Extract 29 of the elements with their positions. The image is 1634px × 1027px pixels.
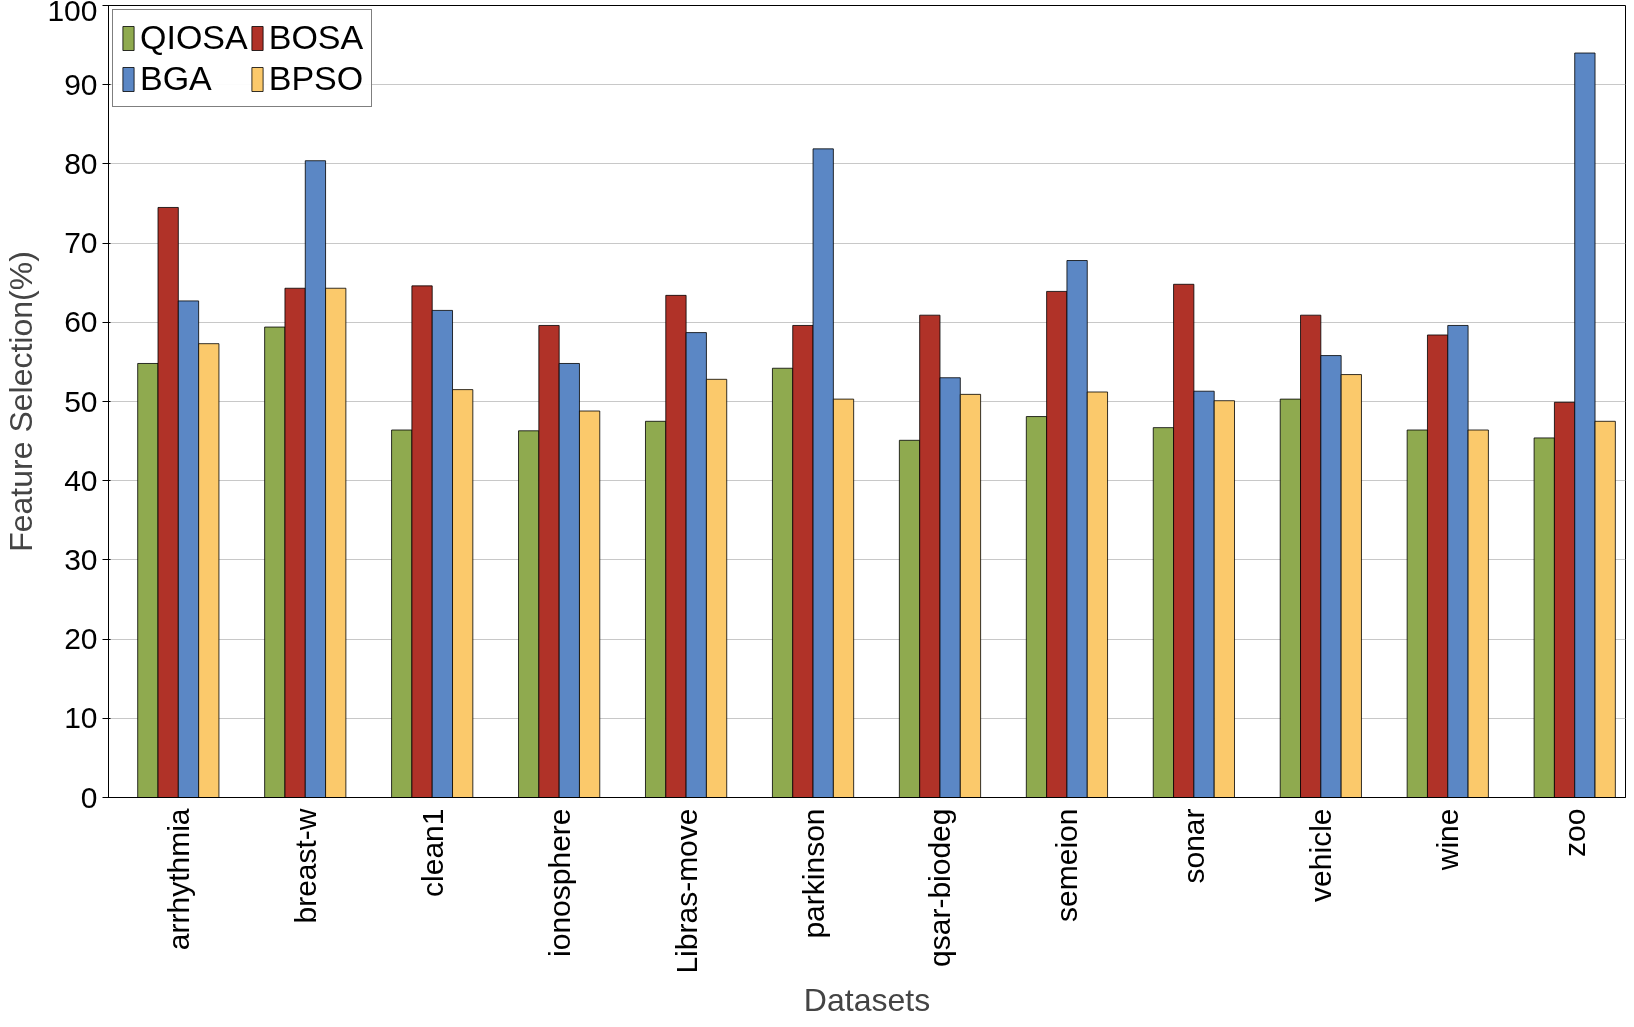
y-tick-label: 80 [64, 146, 98, 180]
y-tick-label: 20 [64, 622, 98, 656]
x-tick-label: zoo [1558, 808, 1592, 857]
x-tick-label: vehicle [1304, 808, 1338, 902]
x-tick-label: ionosphere [542, 808, 576, 957]
y-tick-label: 30 [64, 542, 98, 576]
x-tick-label: qsar-biodeg [923, 808, 957, 967]
x-tick-label: arrhythmia [161, 808, 195, 951]
x-tick-label: parkinson [796, 808, 830, 939]
y-tick-label: 50 [64, 384, 98, 418]
y-tick-label: 40 [64, 463, 98, 497]
legend-label: BPSO [268, 59, 364, 98]
y-tick-label: 60 [64, 305, 98, 339]
y-tick-label: 70 [64, 226, 98, 260]
y-tick-label: 10 [64, 701, 98, 735]
x-tick-label: semeion [1050, 808, 1084, 922]
x-tick-label: wine [1431, 808, 1465, 872]
y-tick-label: 100 [47, 0, 98, 27]
legend-label: QIOSA [140, 18, 248, 57]
x-tick-label: sonar [1177, 808, 1211, 884]
y-axis-title: Feature Selection(%) [3, 251, 40, 552]
y-tick-label: 90 [64, 67, 98, 101]
x-axis-title: Datasets [803, 981, 931, 1018]
legend-label: BGA [140, 59, 212, 98]
x-tick-label: Libras-move [669, 808, 703, 974]
x-tick-label: clean1 [415, 808, 449, 897]
y-tick-label: 0 [80, 780, 98, 814]
x-tick-label: breast-w [288, 808, 322, 924]
legend-label: BOSA [268, 18, 364, 57]
